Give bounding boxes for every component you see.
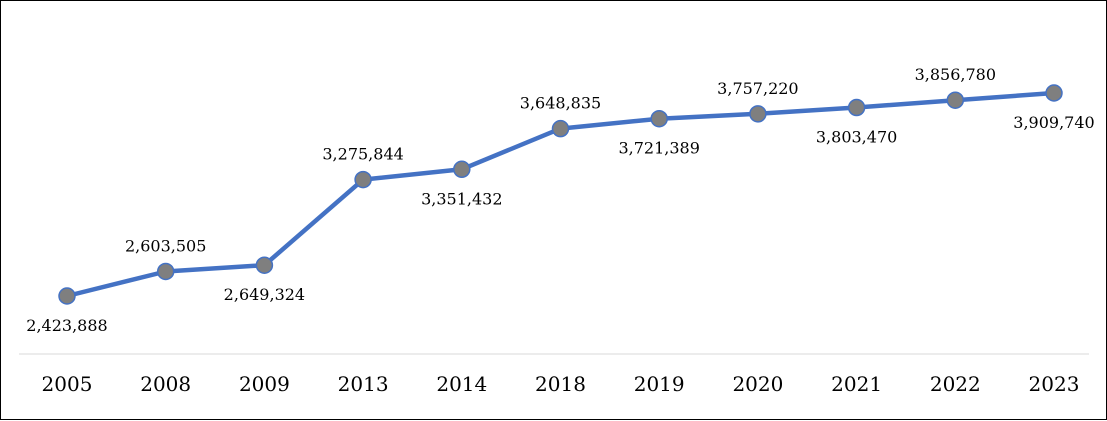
data-point-marker <box>453 160 471 179</box>
x-tick-label: 2019 <box>634 372 685 396</box>
x-tick-label: 2023 <box>1029 372 1080 396</box>
markers-group <box>58 84 1063 305</box>
data-label: 3,275,844 <box>322 145 403 164</box>
data-point-marker <box>847 98 866 117</box>
x-tick-label: 2014 <box>436 372 487 396</box>
data-label: 3,909,740 <box>1013 113 1094 132</box>
x-tick-label: 2020 <box>732 372 783 396</box>
data-point-marker <box>650 109 668 128</box>
data-point-marker <box>946 91 965 109</box>
data-label: 3,721,389 <box>618 139 699 158</box>
x-tick-labels-group: 2005 2008 2009 2013 2014 2018 2019 2020 2021 2022… <box>42 372 1080 396</box>
x-tick-label: 2008 <box>140 372 191 396</box>
x-tick-label: 2022 <box>930 372 981 396</box>
data-label: 2,423,888 <box>26 316 107 335</box>
data-point-marker <box>551 119 570 138</box>
data-point-marker <box>749 105 767 123</box>
data-label: 3,856,780 <box>915 65 996 84</box>
x-tick-label: 2018 <box>535 372 586 396</box>
x-tick-label: 2005 <box>42 372 93 396</box>
x-tick-label: 2013 <box>338 372 389 396</box>
data-point-marker <box>58 287 76 305</box>
data-label: 3,803,470 <box>816 128 897 147</box>
x-tick-label: 2021 <box>831 372 882 396</box>
data-label: 3,757,220 <box>717 79 798 98</box>
data-label: 2,649,324 <box>224 285 305 304</box>
data-labels-group: 2,423,888 2,603,505 2,649,324 3,275,844 3,35… <box>26 65 1094 335</box>
data-point-marker <box>255 256 274 274</box>
data-point-marker <box>354 170 372 189</box>
x-tick-label: 2009 <box>239 372 290 396</box>
data-label: 2,603,505 <box>125 236 206 255</box>
data-point-marker <box>1045 84 1063 102</box>
data-label: 3,351,432 <box>421 189 502 208</box>
data-label: 3,648,835 <box>520 94 601 113</box>
data-point-marker <box>156 262 175 281</box>
